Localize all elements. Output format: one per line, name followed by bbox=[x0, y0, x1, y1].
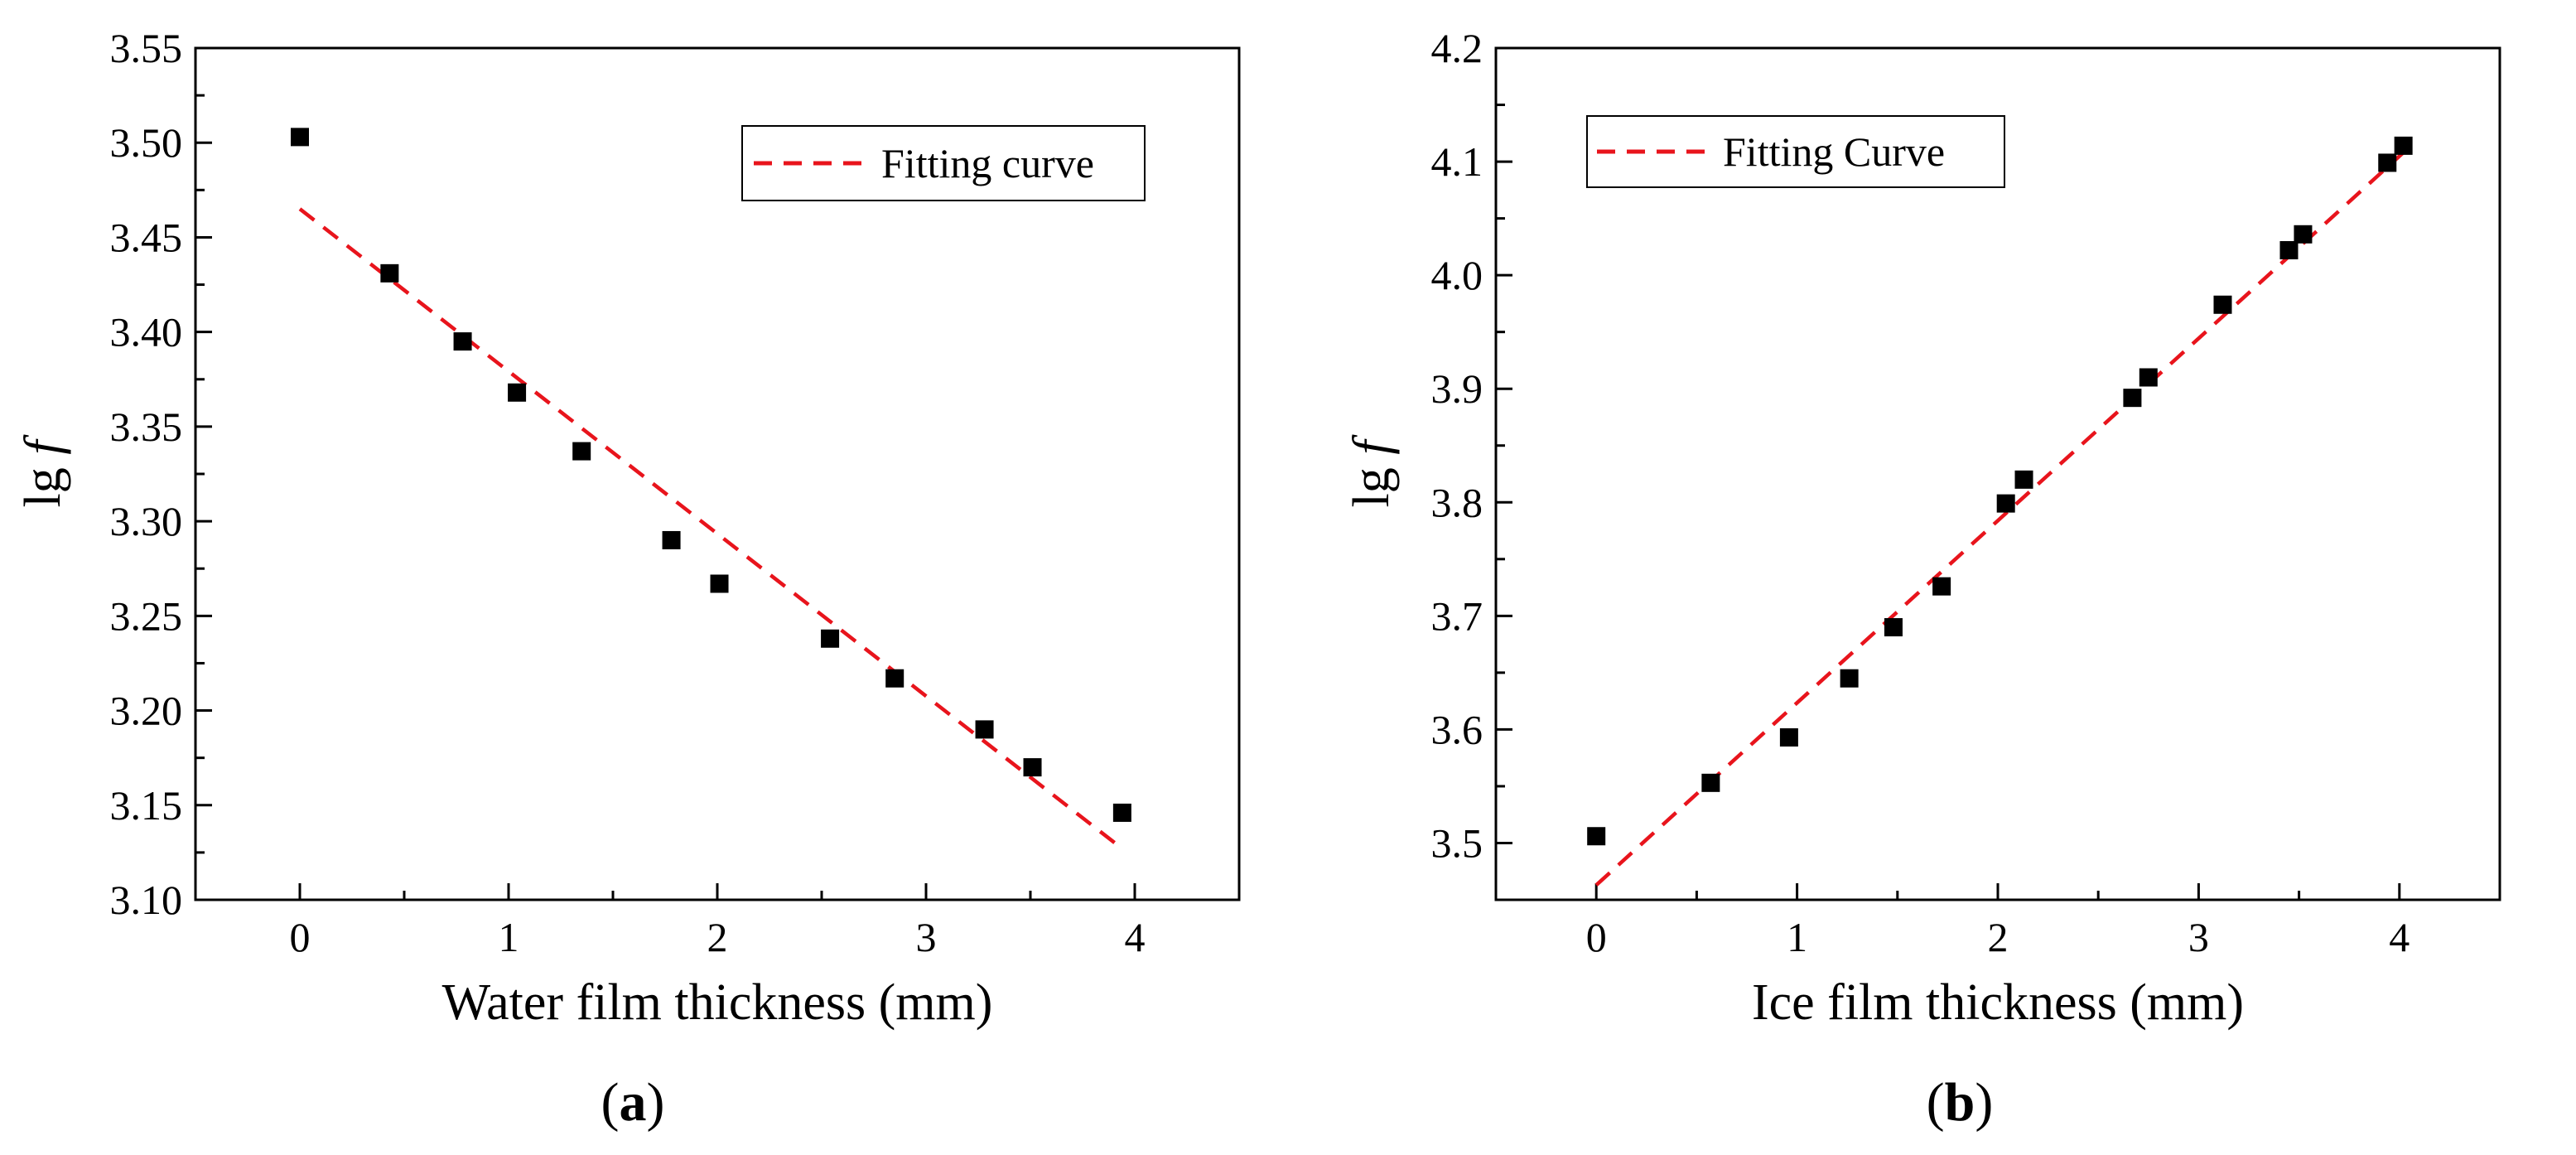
x-tick-label: 2 bbox=[707, 914, 728, 960]
data-point bbox=[453, 332, 472, 351]
y-tick-label: 3.20 bbox=[110, 688, 183, 734]
y-tick-label: 3.5 bbox=[1431, 819, 1483, 866]
data-point bbox=[975, 720, 994, 739]
data-point bbox=[1023, 758, 1042, 777]
panel-b: 3.5 3.6 3.7 3.8 3.9 4.0 4.1 4.2 0 1 2 3 4 Fitting C… bbox=[1343, 25, 2501, 1133]
data-point bbox=[821, 629, 840, 648]
legend-label: Fitting Curve bbox=[1723, 128, 1945, 175]
data-point bbox=[885, 669, 904, 688]
panel-label: (a) bbox=[601, 1072, 665, 1133]
data-point bbox=[662, 530, 681, 549]
data-point bbox=[2394, 136, 2413, 155]
data-points bbox=[1587, 136, 2413, 846]
y-tick-label: 3.15 bbox=[110, 782, 183, 829]
x-tick-label: 4 bbox=[1125, 914, 1146, 960]
data-point bbox=[1840, 669, 1859, 688]
y-tick-label: 4.0 bbox=[1431, 252, 1483, 298]
x-tick-labels: 0 1 2 3 4 bbox=[290, 914, 1146, 960]
data-point bbox=[1779, 727, 1798, 747]
fitting-curve-line bbox=[1594, 151, 2405, 887]
data-points bbox=[291, 128, 1131, 822]
y-tick-label: 3.7 bbox=[1431, 592, 1483, 639]
y-tick-label: 3.6 bbox=[1431, 706, 1483, 752]
fitting-curve-line bbox=[298, 207, 1124, 851]
fit-line bbox=[1594, 151, 2405, 887]
data-point bbox=[2378, 153, 2397, 172]
data-point bbox=[291, 128, 309, 147]
legend-box bbox=[741, 125, 1146, 201]
data-point bbox=[2279, 240, 2299, 259]
data-point bbox=[1112, 803, 1131, 822]
x-tick-label: 1 bbox=[499, 914, 519, 960]
axis-ticks bbox=[194, 46, 1241, 901]
panel-a: 3.10 3.15 3.20 3.25 3.30 3.35 3.40 3.45 3.50 3.55… bbox=[15, 25, 1241, 1133]
y-axis-label-prefix: lg bbox=[1343, 467, 1400, 507]
y-tick-label: 3.50 bbox=[110, 119, 183, 166]
data-point bbox=[572, 442, 591, 461]
data-point bbox=[2213, 295, 2232, 314]
x-tick-label: 2 bbox=[1988, 914, 2009, 960]
y-tick-label: 4.2 bbox=[1431, 25, 1483, 71]
data-point bbox=[1587, 827, 1606, 846]
y-tick-label: 3.10 bbox=[110, 877, 183, 923]
data-point bbox=[2123, 389, 2142, 408]
x-tick-label: 3 bbox=[916, 914, 937, 960]
x-tick-label: 0 bbox=[1586, 914, 1607, 960]
x-axis-label: Water film thickness (mm) bbox=[442, 974, 993, 1031]
data-point bbox=[1996, 494, 2015, 513]
x-tick-label: 4 bbox=[2389, 914, 2410, 960]
legend: Fitting Curve bbox=[1586, 115, 2005, 188]
y-tick-label: 3.8 bbox=[1431, 479, 1483, 525]
y-tick-labels: 3.10 3.15 3.20 3.25 3.30 3.35 3.40 3.45 3.50 3.55 bbox=[110, 25, 183, 923]
y-tick-label: 3.45 bbox=[110, 214, 183, 260]
data-point bbox=[2139, 368, 2158, 387]
panel-letter: a bbox=[620, 1072, 647, 1133]
legend-label: Fitting curve bbox=[881, 140, 1094, 186]
data-point bbox=[380, 263, 399, 283]
y-tick-label: 3.25 bbox=[110, 592, 183, 639]
legend: Fitting curve bbox=[741, 125, 1146, 201]
data-point bbox=[2014, 470, 2033, 489]
y-tick-label: 3.40 bbox=[110, 309, 183, 355]
y-tick-label: 3.35 bbox=[110, 404, 183, 450]
x-tick-label: 3 bbox=[2188, 914, 2209, 960]
y-axis-label: lg f bbox=[15, 434, 71, 508]
data-point bbox=[1701, 773, 1720, 792]
y-tick-label: 3.55 bbox=[110, 25, 183, 71]
y-tick-label: 3.30 bbox=[110, 498, 183, 544]
data-point bbox=[1932, 577, 1951, 596]
x-tick-labels: 0 1 2 3 4 bbox=[1586, 914, 2410, 960]
y-axis-label: lg f bbox=[1343, 434, 1400, 508]
data-point bbox=[2294, 225, 2313, 244]
axis-ticks bbox=[1494, 46, 2501, 901]
y-tick-label: 3.9 bbox=[1431, 365, 1483, 412]
data-point bbox=[508, 383, 527, 402]
data-point bbox=[1884, 618, 1903, 637]
panel-label: (b) bbox=[1927, 1072, 1994, 1133]
x-tick-label: 0 bbox=[290, 914, 311, 960]
y-axis-label-prefix: lg bbox=[15, 467, 71, 507]
y-tick-labels: 3.5 3.6 3.7 3.8 3.9 4.0 4.1 4.2 bbox=[1431, 25, 1483, 866]
x-tick-label: 1 bbox=[1787, 914, 1807, 960]
data-point bbox=[710, 574, 729, 593]
y-tick-label: 4.1 bbox=[1431, 138, 1483, 185]
panel-letter: b bbox=[1945, 1072, 1975, 1133]
x-axis-label: Ice film thickness (mm) bbox=[1752, 974, 2244, 1031]
fit-line bbox=[298, 207, 1124, 851]
